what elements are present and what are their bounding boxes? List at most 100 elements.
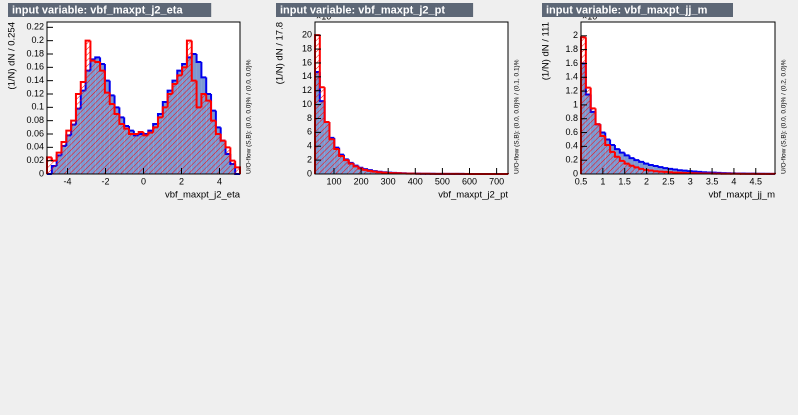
y-axis-label: (1/N) dN / 111: [541, 22, 552, 80]
y-tick-label: 0.02: [26, 155, 44, 165]
histogram-outline: [594, 108, 601, 126]
title-box: [542, 3, 733, 17]
x-tick-label: 4: [217, 176, 222, 186]
histogram-bar: [119, 124, 125, 174]
histogram-outline: [200, 93, 207, 108]
y-tick-label: 0.2: [565, 155, 578, 165]
histogram-bar: [109, 104, 115, 174]
histogram-outline: [123, 124, 130, 130]
histogram-bar: [182, 67, 187, 174]
overflow-label: U/O-flow (S,B): (0.0, 0.0)% / (0.0, 0.0)…: [246, 59, 253, 174]
histogram-outline: [342, 155, 349, 162]
histogram-outline: [103, 70, 110, 94]
histogram-outline: [357, 166, 364, 170]
x-tick-label: 2: [644, 176, 649, 186]
histogram-outline: [195, 80, 202, 109]
histogram-outline: [643, 161, 649, 165]
histogram-bar: [595, 124, 601, 174]
histogram-outline: [584, 37, 591, 89]
histogram-bar: [329, 139, 335, 174]
histogram-bar: [100, 70, 105, 174]
histogram-outline: [638, 167, 645, 170]
histogram-bar: [614, 156, 620, 174]
histogram-outline: [618, 149, 625, 154]
histogram-outline: [118, 114, 125, 125]
histogram-outline: [618, 156, 625, 162]
histogram-bar: [648, 170, 654, 174]
histogram-outline: [623, 160, 630, 165]
histogram-outline: [99, 62, 105, 72]
histogram-outline: [613, 151, 620, 158]
histogram-outline: [672, 168, 678, 171]
histogram-bar: [624, 163, 630, 174]
histogram-bar: [363, 169, 369, 174]
histogram-bar: [201, 94, 207, 174]
histogram-bar: [133, 134, 139, 174]
histogram-outline: [609, 144, 615, 153]
histogram-outline: [128, 128, 134, 135]
overflow-label: U/O-flow (S,B): (0.0, 0.0)% / (0.1, 0.1)…: [514, 59, 521, 174]
histogram-bar: [629, 165, 635, 174]
x-tick-label: 100: [326, 176, 341, 186]
histogram-outline: [60, 141, 67, 153]
histogram-outline: [65, 129, 72, 142]
histogram-outline: [74, 93, 81, 121]
histogram-outline: [161, 106, 168, 118]
x-tick-label: 400: [408, 176, 423, 186]
histogram-bar: [47, 157, 52, 174]
histogram-outline: [181, 66, 187, 76]
histogram-bar: [605, 144, 611, 174]
histogram-bar: [334, 149, 340, 174]
histogram-outline: [171, 83, 178, 94]
y-tick-label: 0.12: [26, 88, 44, 98]
histogram-outline: [338, 149, 344, 157]
histogram-outline: [55, 151, 62, 161]
histogram-outline: [643, 168, 649, 171]
histogram-bar: [220, 140, 226, 174]
y-tick-label: 0.6: [565, 127, 578, 137]
histogram-bar: [339, 155, 344, 174]
x-tick-label: 0.5: [575, 176, 588, 186]
y-tick-label: 0.06: [26, 128, 44, 138]
histogram-bar: [319, 87, 325, 174]
y-axis-label: (1/N) dN / 0.254: [7, 22, 18, 90]
y-tick-label: 0.22: [26, 22, 44, 32]
histogram-outline: [333, 139, 340, 151]
histogram-bar: [585, 87, 591, 174]
histogram-outline: [633, 165, 640, 169]
histogram-bar: [230, 160, 236, 174]
histogram-outline: [79, 81, 86, 94]
histogram-bar: [600, 136, 606, 174]
histogram-outline: [113, 104, 120, 115]
y-axis-label: (1/N) dN / 17.8: [275, 22, 286, 84]
histogram-bar: [639, 168, 645, 174]
histogram-bar: [343, 160, 349, 174]
frame: [314, 21, 509, 175]
histogram-outline: [137, 131, 144, 134]
histogram-outline: [647, 169, 654, 172]
histogram-outline: [677, 169, 683, 172]
histogram-outline: [647, 163, 654, 167]
histogram-outline: [362, 168, 369, 171]
y-tick-label: 20: [302, 30, 312, 40]
histogram-outline: [210, 100, 216, 122]
histogram-outline: [638, 160, 645, 163]
histogram-outline: [185, 39, 192, 68]
x-tick-label: -2: [102, 176, 110, 186]
histogram-outline: [633, 158, 640, 162]
y-tick-label: 8: [307, 113, 312, 123]
histogram-outline: [200, 62, 207, 79]
histogram-outline: [70, 119, 76, 131]
histogram-outline: [195, 54, 202, 63]
histogram-bar: [235, 167, 240, 174]
histogram-bar: [177, 75, 183, 174]
y-tick-label: 0: [307, 168, 312, 178]
histogram-outline: [323, 87, 330, 123]
histogram-outline: [142, 132, 149, 137]
y-tick-label: 0.14: [26, 75, 44, 85]
y-tick-label: 10: [302, 99, 312, 109]
histogram-bar: [114, 114, 120, 174]
overflow-label: U/O-flow (S,B): (0.0, 0.0)% / (0.2, 0.0)…: [781, 59, 788, 174]
histogram-bar: [225, 147, 231, 174]
